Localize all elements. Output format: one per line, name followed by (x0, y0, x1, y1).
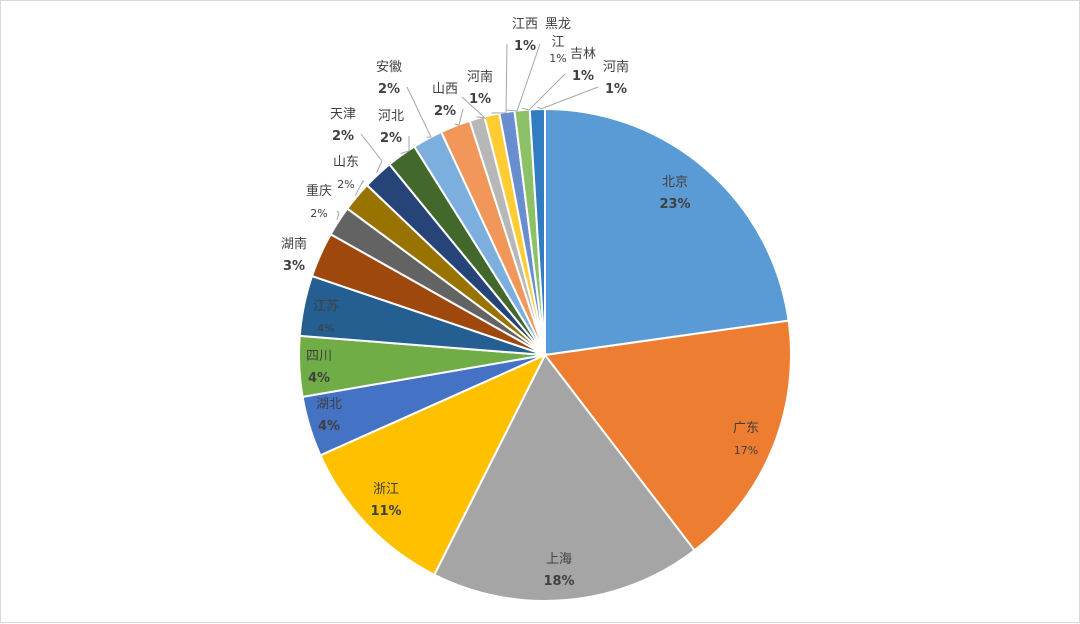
slice-name-label: 江苏 (313, 298, 339, 314)
slice-name-label: 上海 (546, 552, 572, 567)
leader-line (354, 180, 365, 196)
slice-value-label: 2% (337, 178, 354, 191)
slice-name-label: 河南 (467, 69, 493, 85)
slice-name-label: 河北 (378, 109, 404, 124)
leader-line (406, 86, 432, 138)
pie-slice (319, 352, 548, 577)
leader-line (461, 96, 487, 119)
leader-line (400, 136, 410, 154)
slice-name-label: 黑龙江 (545, 17, 571, 50)
slice-name-label: 山东 (333, 155, 359, 170)
slice-value-label: 11% (370, 504, 401, 519)
leader-line (506, 43, 541, 112)
slice-value-label: 3% (283, 259, 305, 274)
slice-name-label: 山西 (432, 82, 458, 97)
data-labels: 北京 23% 广东 17% 上海 18% 浙江 11% 湖北 4% 四川 4% 江苏 4% 湖南 3% 重庆 2%… (281, 17, 759, 589)
slice-value-label: 1% (605, 82, 627, 97)
slice-name-label: 河南 (603, 59, 629, 75)
leader-line (491, 43, 508, 114)
slice-name-label: 安徽 (376, 60, 402, 75)
slice-value-label: 1% (549, 52, 566, 65)
slice-value-label: 17% (734, 444, 758, 457)
slice-value-label: 1% (514, 39, 536, 54)
slice-value-label: 2% (310, 207, 327, 220)
slice-name-label: 江西 (512, 17, 538, 32)
slice-name-label: 四川 (306, 349, 332, 364)
slice-value-label: 2% (434, 104, 456, 119)
slice-value-label: 1% (572, 69, 594, 84)
slice-value-label: 4% (318, 419, 340, 434)
slice-value-label: 4% (308, 371, 330, 386)
leader-line (360, 133, 383, 174)
slice-value-label: 2% (332, 129, 354, 144)
slice-name-label: 湖北 (316, 397, 342, 412)
slice-value-label: 2% (378, 82, 400, 97)
pie-slices (298, 107, 792, 602)
leader-line (537, 86, 599, 110)
leader-line (336, 210, 340, 221)
slice-value-label: 1% (469, 92, 491, 107)
leader-lines (336, 43, 599, 221)
pie-slice (543, 319, 792, 552)
leader-line (521, 73, 566, 111)
slice-name-label: 吉林 (570, 47, 596, 62)
pie-slice (432, 353, 696, 602)
slice-name-label: 北京 (662, 175, 688, 190)
slice-name-label: 广东 (733, 421, 759, 436)
slice-value-label: 4% (317, 322, 334, 335)
slice-name-label: 重庆 (306, 183, 332, 199)
slice-value-label: 23% (659, 197, 690, 212)
slice-value-label: 2% (380, 131, 402, 146)
leader-line (454, 108, 464, 126)
pie-slice (544, 107, 790, 357)
slice-name-label: 天津 (330, 107, 356, 122)
slice-name-label: 浙江 (373, 482, 399, 497)
slice-value-label: 18% (543, 574, 574, 589)
slice-name-label: 湖南 (281, 236, 307, 252)
